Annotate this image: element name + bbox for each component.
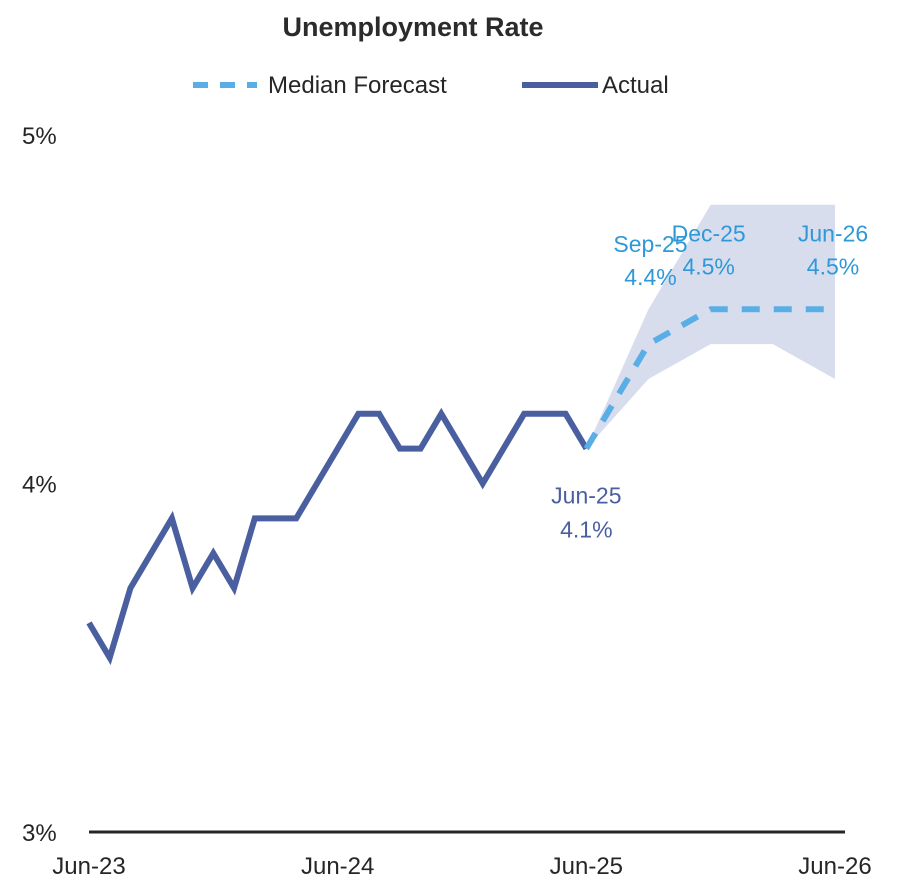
annotation-date: Dec-25 xyxy=(672,220,746,246)
forecast-range-band xyxy=(586,204,835,449)
data-annotations: Jun-25 4.1% Sep-25 4.4% Dec-25 4.5% Jun-26 4.5% xyxy=(551,220,868,542)
legend-label-actual: Actual xyxy=(602,72,669,99)
annotation-value: 4.5% xyxy=(807,253,859,279)
annotation-date: Jun-26 xyxy=(798,220,868,246)
annotation-date: Jun-25 xyxy=(551,483,621,509)
annotation-value: 4.4% xyxy=(624,264,676,290)
series-line-median-forecast xyxy=(583,306,835,451)
chart-title: Unemployment Rate xyxy=(282,12,543,42)
annotation-date: Sep-25 xyxy=(613,231,687,257)
x-tick-label: Jun-24 xyxy=(301,853,374,880)
y-tick-label: 3% xyxy=(22,820,57,847)
annotation-value: 4.5% xyxy=(682,253,734,279)
x-axis-tick-labels: Jun-23 Jun-24 Jun-25 Jun-26 xyxy=(52,853,871,880)
legend: Median Forecast Actual xyxy=(193,72,669,99)
y-axis-tick-labels: 3% 4% 5% xyxy=(22,123,57,847)
data-points xyxy=(86,306,838,661)
series-line-actual xyxy=(86,407,589,666)
x-tick-label: Jun-25 xyxy=(550,853,623,880)
y-tick-label: 4% xyxy=(22,472,57,499)
legend-label-median-forecast: Median Forecast xyxy=(268,72,447,99)
x-tick-label: Jun-23 xyxy=(52,853,125,880)
y-tick-label: 5% xyxy=(22,123,57,150)
annotation-value: 4.1% xyxy=(560,517,612,543)
x-tick-label: Jun-26 xyxy=(798,853,871,880)
